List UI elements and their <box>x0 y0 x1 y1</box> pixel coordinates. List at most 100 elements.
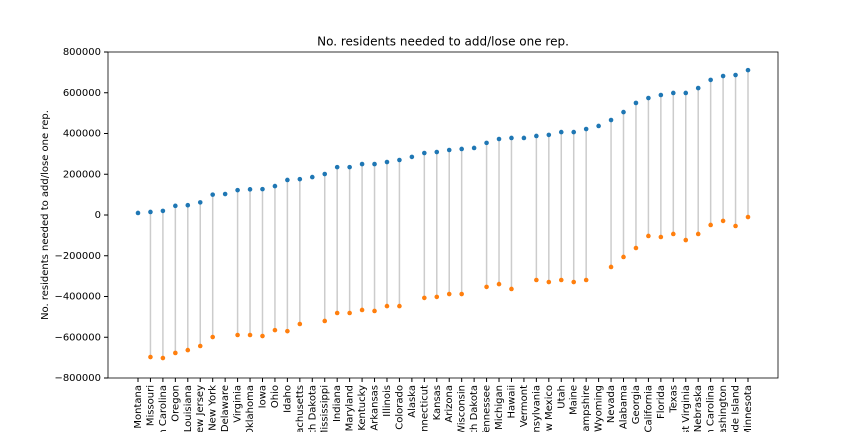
point <box>260 333 265 339</box>
point <box>135 210 141 216</box>
x-tick-label: California <box>643 385 654 432</box>
x-tick-label: North Carolina <box>158 385 169 432</box>
point <box>272 183 278 189</box>
y-axis-label: No. residents needed to add/lose one rep… <box>40 110 51 320</box>
x-tick-label: Pennsylvania <box>531 385 542 432</box>
point <box>646 233 651 239</box>
x-tick-label: Rhode Island <box>731 385 742 432</box>
point <box>720 218 726 224</box>
x-tick-label: Mississippi <box>320 385 331 432</box>
point <box>608 264 614 270</box>
point <box>148 354 153 360</box>
point <box>222 191 228 197</box>
point <box>633 245 639 251</box>
x-tick-label: Virginia <box>233 385 244 423</box>
x-tick-label: Alaska <box>407 385 418 418</box>
point <box>708 222 713 228</box>
point <box>621 109 626 115</box>
x-tick-label: Indiana <box>332 385 343 422</box>
x-tick-label: Oregon <box>170 385 181 422</box>
point <box>197 343 203 349</box>
point <box>446 291 452 297</box>
point <box>235 187 240 193</box>
x-tick-label: Kentucky <box>357 385 368 431</box>
x-tick-label: Iowa <box>257 385 268 408</box>
point <box>695 231 701 237</box>
point <box>583 126 589 132</box>
x-tick-label: Texas <box>668 385 679 414</box>
x-tick-label: South Carolina <box>706 385 717 432</box>
point <box>633 100 639 106</box>
point <box>509 135 514 141</box>
point <box>671 90 676 96</box>
point <box>347 164 352 170</box>
point <box>733 223 738 229</box>
point <box>185 347 191 353</box>
point <box>708 77 713 83</box>
point <box>496 136 502 142</box>
point <box>334 310 340 316</box>
x-tick-label: Delaware <box>220 385 231 432</box>
point <box>372 161 377 167</box>
point <box>359 161 365 167</box>
x-tick-label: New Hampshire <box>581 385 592 432</box>
point <box>334 164 340 170</box>
point <box>247 187 253 192</box>
x-tick-label: Nevada <box>606 385 617 423</box>
point <box>247 332 253 338</box>
y-tick-label: 800000 <box>63 47 101 58</box>
x-tick-label: Idaho <box>282 385 293 413</box>
x-tick-label: Vermont <box>519 385 530 427</box>
point <box>658 234 664 240</box>
x-tick-label: Massachusetts <box>295 385 306 432</box>
point <box>397 303 402 309</box>
point <box>434 294 440 300</box>
point <box>484 284 489 290</box>
x-tick-label: Washington <box>718 385 729 432</box>
point <box>397 157 402 163</box>
point <box>546 132 552 138</box>
point <box>496 281 502 287</box>
point <box>596 123 601 129</box>
point <box>160 355 166 361</box>
point <box>459 291 464 297</box>
point <box>546 279 552 285</box>
y-tick-label: 0 <box>95 210 101 221</box>
point <box>534 133 539 139</box>
point <box>558 129 564 135</box>
x-tick-label: Connecticut <box>419 385 430 432</box>
point <box>372 308 377 314</box>
point <box>720 73 726 79</box>
x-tick-label: Hawaii <box>506 385 517 419</box>
point <box>322 318 328 324</box>
point <box>446 147 452 153</box>
x-tick-label: Illinois <box>382 385 393 417</box>
point <box>160 208 166 214</box>
plot-frame <box>107 51 779 379</box>
point <box>422 295 427 301</box>
x-tick-label: New Mexico <box>544 385 555 432</box>
x-tick-label: South Dakota <box>307 385 318 432</box>
point <box>683 237 689 243</box>
point <box>459 146 464 152</box>
point <box>671 231 676 237</box>
point <box>173 203 178 209</box>
point <box>235 332 240 338</box>
point <box>434 149 440 155</box>
x-tick-label: Michigan <box>494 385 505 430</box>
x-tick-label: Louisiana <box>183 385 194 432</box>
chart-title: No. residents needed to add/lose one rep… <box>317 35 569 49</box>
x-tick-label: Maryland <box>345 385 356 431</box>
point <box>148 209 153 215</box>
point <box>509 286 514 292</box>
x-tick-label: North Dakota <box>469 385 480 432</box>
x-tick-label: Arizona <box>444 385 455 423</box>
y-tick-label: −800000 <box>54 373 101 384</box>
point <box>646 95 651 101</box>
point <box>683 90 689 96</box>
x-tick-label: Ohio <box>270 385 281 408</box>
point <box>260 186 265 192</box>
point <box>521 135 527 141</box>
point <box>658 92 664 98</box>
